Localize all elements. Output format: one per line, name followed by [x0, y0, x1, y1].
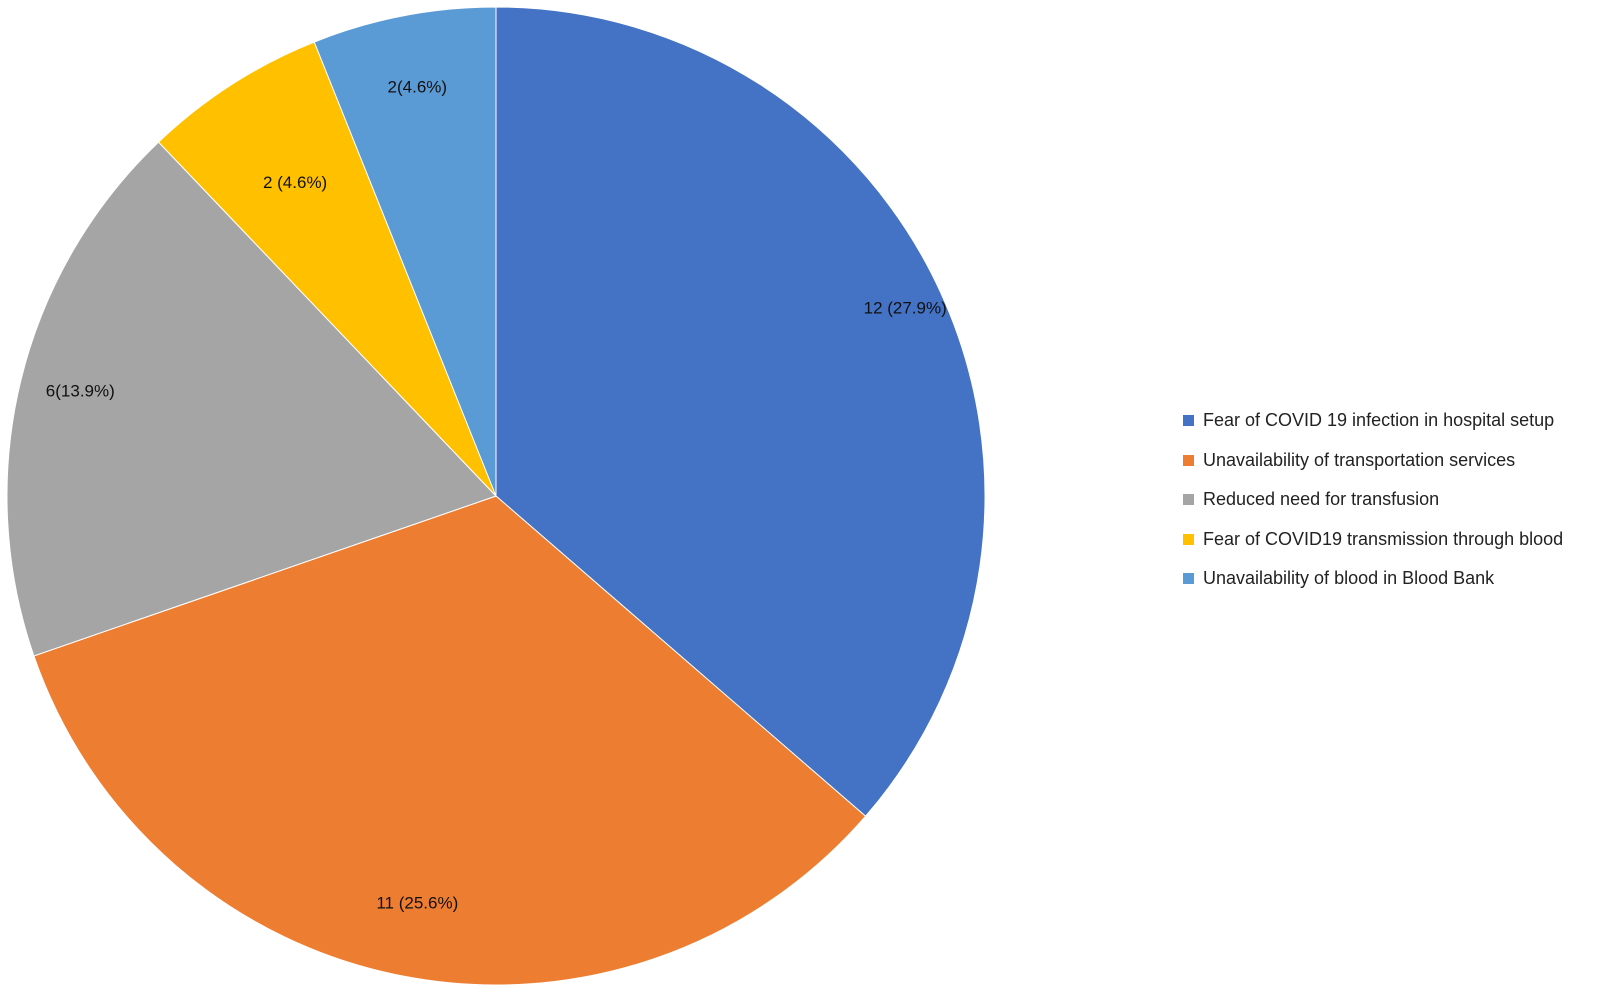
slice-data-label: 2(4.6%): [388, 77, 448, 96]
pie-slice: [313, 6, 497, 497]
legend-label: Unavailability of blood in Blood Bank: [1203, 568, 1495, 589]
pie-slices: [6, 6, 986, 986]
slice-data-label: 12 (27.9%): [864, 299, 947, 318]
legend-item: Fear of COVID 19 infection in hospital s…: [1183, 401, 1593, 441]
legend-swatch: [1183, 415, 1194, 427]
legend-label: Unavailability of transportation service…: [1203, 449, 1516, 470]
legend-label: Fear of COVID 19 infection in hospital s…: [1203, 410, 1555, 431]
legend-swatch: [1183, 494, 1194, 506]
pie-slice: [495, 6, 986, 817]
pie-data-labels: 12 (27.9%) 11 (25.6%) 6(13.9%) 2 (4.6%) 2(4.…: [46, 77, 947, 912]
legend-item: Reduced need for transfusion: [1183, 480, 1593, 520]
legend-label: Fear of COVID19 transmission through blo…: [1203, 528, 1564, 549]
pie-slice: [157, 41, 497, 497]
legend-item: Unavailability of blood in Blood Bank: [1183, 559, 1593, 599]
legend-swatch: [1183, 454, 1194, 466]
slice-data-label: 2 (4.6%): [263, 173, 327, 192]
legend-swatch: [1183, 533, 1194, 545]
legend-item: Unavailability of transportation service…: [1183, 441, 1593, 481]
legend-item: Fear of COVID19 transmission through blo…: [1183, 520, 1593, 560]
legend-label: Reduced need for transfusion: [1203, 489, 1440, 510]
slice-data-label: 6(13.9%): [46, 382, 115, 401]
legend: Fear of COVID 19 infection in hospital s…: [1183, 401, 1593, 599]
legend-swatch: [1183, 573, 1194, 585]
pie-slice: [6, 141, 497, 657]
slice-data-label: 11 (25.6%): [376, 894, 458, 913]
pie-slice: [33, 495, 867, 986]
